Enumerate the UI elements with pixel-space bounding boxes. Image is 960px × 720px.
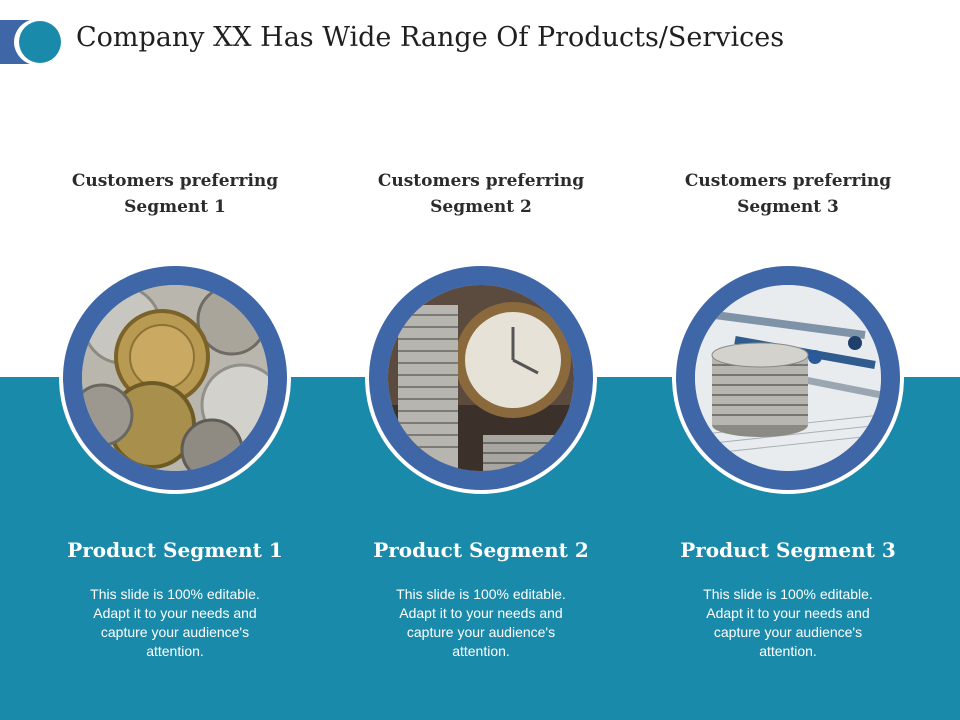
product-segment-description: This slide is 100% editable. Adapt it to… <box>90 586 260 659</box>
product-segment-title: Product Segment 1 <box>67 538 283 562</box>
segment-column-2: Customers preferring Segment 2 <box>341 0 621 720</box>
product-segment-description: This slide is 100% editable. Adapt it to… <box>396 586 566 659</box>
logo-icon <box>0 18 70 66</box>
coin-stack-clock-photo <box>388 285 574 471</box>
segment-image-ring <box>672 262 904 494</box>
segment-heading: Customers preferring Segment 3 <box>684 171 892 217</box>
segment-image-ring <box>365 262 597 494</box>
product-segment-title: Product Segment 3 <box>680 538 896 562</box>
coins-pens-photo <box>695 285 881 471</box>
segment-column-3: Customers preferring Segment 3 <box>648 0 928 720</box>
segment-image-ring <box>59 262 291 494</box>
product-segment-description: This slide is 100% editable. Adapt it to… <box>703 586 873 659</box>
product-segment-title: Product Segment 2 <box>373 538 589 562</box>
segment-heading: Customers preferring Segment 1 <box>71 171 279 217</box>
segment-heading: Customers preferring Segment 2 <box>377 171 585 217</box>
segment-column-1: Customers preferring Segment 1 Product S… <box>35 0 315 720</box>
coins-photo <box>82 285 268 471</box>
slide-title: Company XX Has Wide Range Of Products/Se… <box>76 22 785 53</box>
